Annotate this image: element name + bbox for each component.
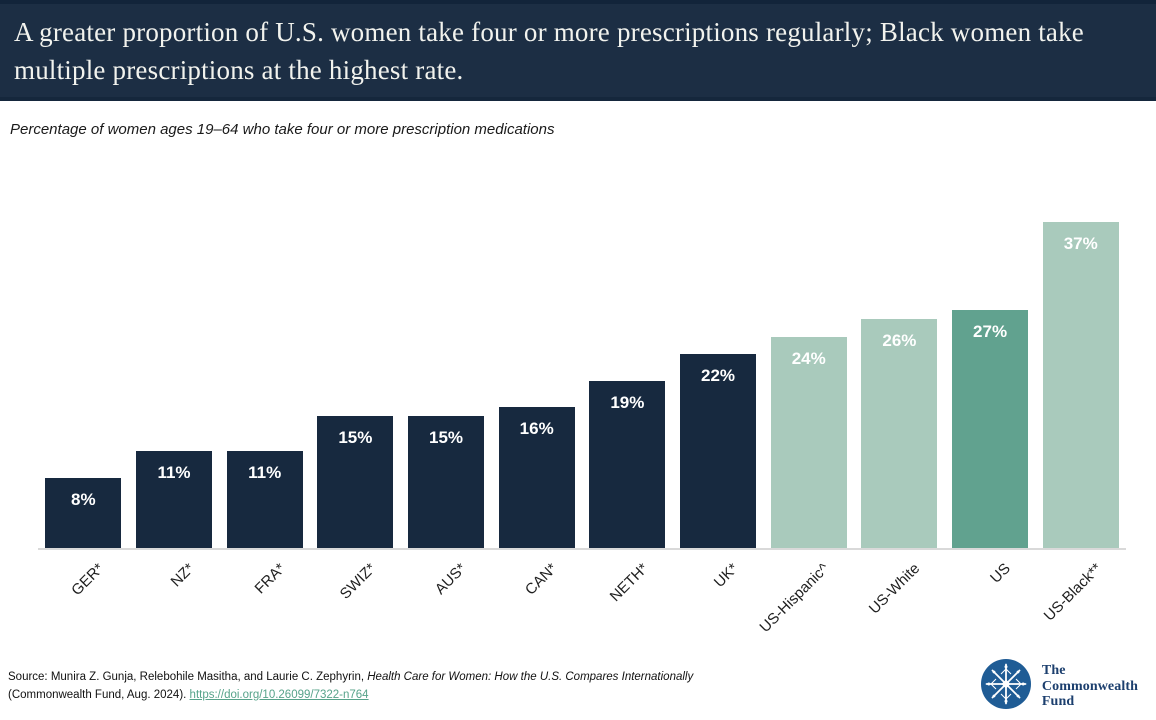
bar-value-label: 11% xyxy=(157,463,191,483)
x-axis-label: GER* xyxy=(68,560,108,600)
bar-slot: 11% xyxy=(219,451,310,548)
source-text-line1: Source: Munira Z. Gunja, Relebohile Masi… xyxy=(8,670,368,683)
bar: 8% xyxy=(45,477,122,548)
x-label-cell: CAN* xyxy=(491,550,582,652)
bar-value-label: 22% xyxy=(701,366,736,386)
bar-chart: 8% 11% 11% 15% 15% 16% 19% 22% 24% 26% 27% 37% GER*… xyxy=(38,210,1126,652)
page-title: A greater proportion of U.S. women take … xyxy=(14,17,1084,85)
x-axis-label: SWIZ* xyxy=(336,560,380,603)
bar-value-label: 8% xyxy=(71,489,96,509)
x-label-cell: AUS* xyxy=(401,550,492,652)
bar-slot: 24% xyxy=(763,336,854,548)
x-axis-label: FRA* xyxy=(251,560,289,598)
bar-value-label: 37% xyxy=(1063,234,1098,254)
bar-slot: 22% xyxy=(673,354,764,548)
x-axis-label: CAN* xyxy=(522,560,561,599)
source-note: Source: Munira Z. Gunja, Relebohile Masi… xyxy=(8,669,693,705)
chart-subtitle: Percentage of women ages 19–64 who take … xyxy=(10,121,555,138)
x-axis-label: NZ* xyxy=(167,560,199,591)
bar-value-label: 27% xyxy=(973,322,1008,342)
logo-text-line1: The xyxy=(1041,662,1066,678)
bar-value-label: 16% xyxy=(519,419,554,439)
bar-slot: 37% xyxy=(1035,222,1126,548)
x-label-cell: US xyxy=(945,550,1036,652)
bar: 22% xyxy=(680,354,757,548)
x-label-cell: SWIZ* xyxy=(310,550,401,652)
bar-slot: 15% xyxy=(401,416,492,548)
x-label-cell: FRA* xyxy=(219,550,310,652)
plot-area: 8% 11% 11% 15% 15% 16% 19% 22% 24% 26% 27% 37% xyxy=(38,210,1126,550)
source-text-line2: (Commonwealth Fund, Aug. 2024). xyxy=(8,688,190,701)
x-label-cell: UK* xyxy=(673,550,764,652)
x-axis-label: NETH* xyxy=(606,560,652,606)
x-axis-label: US-Hispanic^ xyxy=(756,560,833,636)
bar: 15% xyxy=(317,416,394,548)
bar-slot: 16% xyxy=(491,407,582,548)
bar: 19% xyxy=(589,380,666,548)
x-label-cell: US-White xyxy=(854,550,945,652)
x-label-cell: NZ* xyxy=(129,550,220,652)
bar-slot: 19% xyxy=(582,380,673,548)
x-axis-label: US xyxy=(987,560,1015,587)
header-banner: A greater proportion of U.S. women take … xyxy=(0,0,1156,101)
bar-slot: 27% xyxy=(945,310,1036,548)
bar: 15% xyxy=(408,416,485,548)
bar: 26% xyxy=(861,319,938,548)
bar-value-label: 19% xyxy=(610,392,645,412)
bar-value-label: 26% xyxy=(882,331,917,351)
footer: Source: Munira Z. Gunja, Relebohile Masi… xyxy=(0,658,1156,715)
x-label-cell: US-Hispanic^ xyxy=(757,550,854,652)
bar: 27% xyxy=(952,310,1029,548)
x-axis-label: US-White xyxy=(866,560,924,618)
x-axis-label: US-Black** xyxy=(1040,560,1105,625)
x-axis-label: AUS* xyxy=(432,560,471,598)
commonwealth-fund-logo: The Commonwealth Fund xyxy=(980,658,1138,715)
logo-text: The Commonwealth Fund xyxy=(1042,663,1138,710)
source-report-title: Health Care for Women: How the U.S. Comp… xyxy=(367,670,694,683)
x-axis-labels: GER* NZ* FRA* SWIZ* AUS* CAN* NETH* UK* US-Hispa… xyxy=(38,550,1126,652)
bar-slot: 26% xyxy=(854,319,945,548)
bar-slot: 11% xyxy=(129,451,220,548)
bar-value-label: 11% xyxy=(248,463,282,483)
x-label-cell: NETH* xyxy=(582,550,673,652)
bar: 11% xyxy=(136,451,212,548)
logo-text-line2: Commonwealth xyxy=(1041,678,1138,694)
bar-slot: 8% xyxy=(38,477,129,548)
bar-value-label: 24% xyxy=(791,348,826,368)
bar-slot: 15% xyxy=(310,416,401,548)
logo-text-line3: Fund xyxy=(1041,694,1075,710)
snowflake-icon xyxy=(980,658,1032,715)
doi-link[interactable]: https://doi.org/10.26099/7322-n764 xyxy=(189,688,369,701)
bar: 11% xyxy=(226,451,303,548)
bar: 24% xyxy=(770,336,847,548)
bar-value-label: 15% xyxy=(429,428,464,447)
bar-value-label: 15% xyxy=(338,428,373,447)
bar: 37% xyxy=(1042,222,1119,548)
x-label-cell: GER* xyxy=(38,550,129,652)
x-label-cell: US-Black** xyxy=(1035,550,1126,652)
x-axis-label: UK* xyxy=(711,560,743,591)
bar: 16% xyxy=(498,407,575,548)
